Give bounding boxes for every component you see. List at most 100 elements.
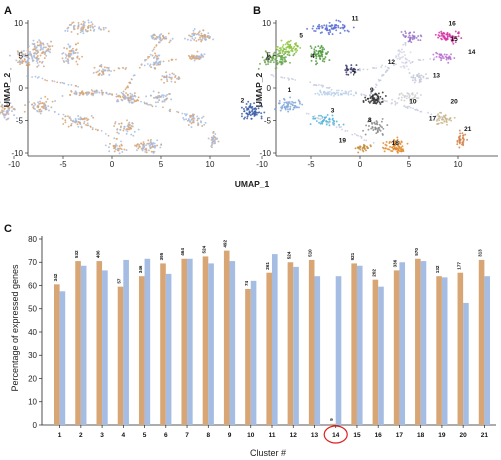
umap-point (372, 97, 375, 100)
umap-point (365, 139, 368, 142)
bar-series-2 (484, 276, 490, 425)
umap-point (8, 54, 11, 57)
umap-point (37, 101, 39, 104)
umap-point (372, 99, 375, 102)
umap-point (113, 147, 116, 150)
umap-point (197, 124, 199, 127)
bar-data-label: 132 (435, 265, 440, 273)
umap-point (45, 54, 48, 57)
bar-series-2 (441, 277, 448, 425)
bar-data-label: 57 (117, 278, 122, 284)
umap-point (314, 30, 317, 32)
umap-point (367, 128, 370, 131)
bar-x-tick-label: 13 (311, 432, 319, 439)
umap-cluster-label: 17 (429, 116, 437, 123)
umap-point (249, 111, 252, 114)
umap-point (203, 123, 206, 126)
umap-x-tick-label: 0 (358, 160, 363, 169)
umap-panel-a: -10 -5 0 5 10 10 5 0 -5 -10 UMAP_2 (0, 19, 250, 169)
umap-point (206, 36, 209, 38)
umap-point (432, 53, 435, 56)
umap-point (67, 62, 70, 65)
umap-point (269, 61, 272, 64)
umap-point (418, 59, 421, 61)
umap-point (166, 78, 168, 81)
umap-point (384, 143, 387, 146)
umap-point (204, 35, 207, 38)
umap-point (22, 49, 25, 52)
umap-point (394, 102, 397, 105)
umap-point (82, 93, 85, 96)
umap-cluster-label: 8 (368, 117, 372, 124)
umap-point (249, 103, 252, 105)
umap-point (441, 55, 444, 58)
umap-point (253, 112, 256, 115)
umap-point (319, 118, 322, 120)
umap-point (194, 57, 197, 60)
umap-point (317, 25, 319, 28)
umap-point (177, 111, 180, 114)
umap-point (39, 40, 42, 43)
umap-point (448, 33, 451, 36)
umap-point (462, 134, 465, 137)
umap-point (125, 87, 128, 89)
umap-point (37, 64, 40, 67)
umap-point (313, 29, 316, 32)
umap-point (412, 76, 414, 79)
umap-point (275, 47, 277, 49)
umap-point (375, 83, 377, 86)
umap-point (332, 91, 335, 94)
umap-point (21, 55, 24, 58)
umap-point (118, 94, 120, 97)
umap-point (72, 52, 75, 55)
bar-series-2 (250, 280, 257, 425)
umap-point (120, 98, 123, 101)
umap-point (339, 92, 342, 95)
umap-point (441, 115, 444, 118)
umap-point (114, 148, 117, 151)
umap-point (345, 71, 348, 74)
umap-point (272, 61, 275, 64)
umap-point (5, 101, 8, 104)
umap-point (332, 94, 335, 97)
umap-point (381, 126, 383, 129)
bar-x-tick-label: 19 (438, 432, 446, 439)
umap-point (93, 28, 96, 31)
umap-point (436, 123, 439, 125)
umap-point (116, 100, 119, 102)
umap-point (140, 63, 143, 66)
umap-point (64, 119, 67, 122)
umap-point (257, 67, 260, 70)
umap-point (295, 44, 297, 47)
umap-point (437, 122, 440, 125)
bar-series-2 (399, 262, 406, 425)
umap-point (150, 94, 153, 97)
umap-point (32, 52, 35, 55)
umap-point (95, 91, 98, 94)
bar-y-tick-label: 70 (28, 258, 37, 267)
umap-point (278, 100, 281, 102)
umap-point (80, 28, 83, 31)
umap-b-ticks: -10 -5 0 5 10 10 5 0 -5 -10 (256, 19, 463, 169)
umap-point (153, 144, 156, 147)
umap-point (425, 77, 428, 80)
umap-cluster-label: 13 (433, 73, 441, 80)
umap-point (156, 95, 159, 98)
umap-point (319, 50, 321, 53)
umap-point (190, 55, 193, 58)
umap-point (189, 114, 191, 117)
umap-point (367, 97, 369, 100)
umap-point (408, 60, 411, 62)
umap-point (162, 35, 164, 37)
umap-point (91, 90, 94, 93)
umap-point (412, 74, 415, 77)
umap-point (39, 112, 42, 115)
umap-point (109, 142, 111, 145)
umap-point (281, 58, 284, 61)
umap-point (49, 48, 52, 51)
umap-point (419, 76, 422, 79)
umap-point (161, 106, 164, 109)
umap-point (347, 68, 349, 71)
